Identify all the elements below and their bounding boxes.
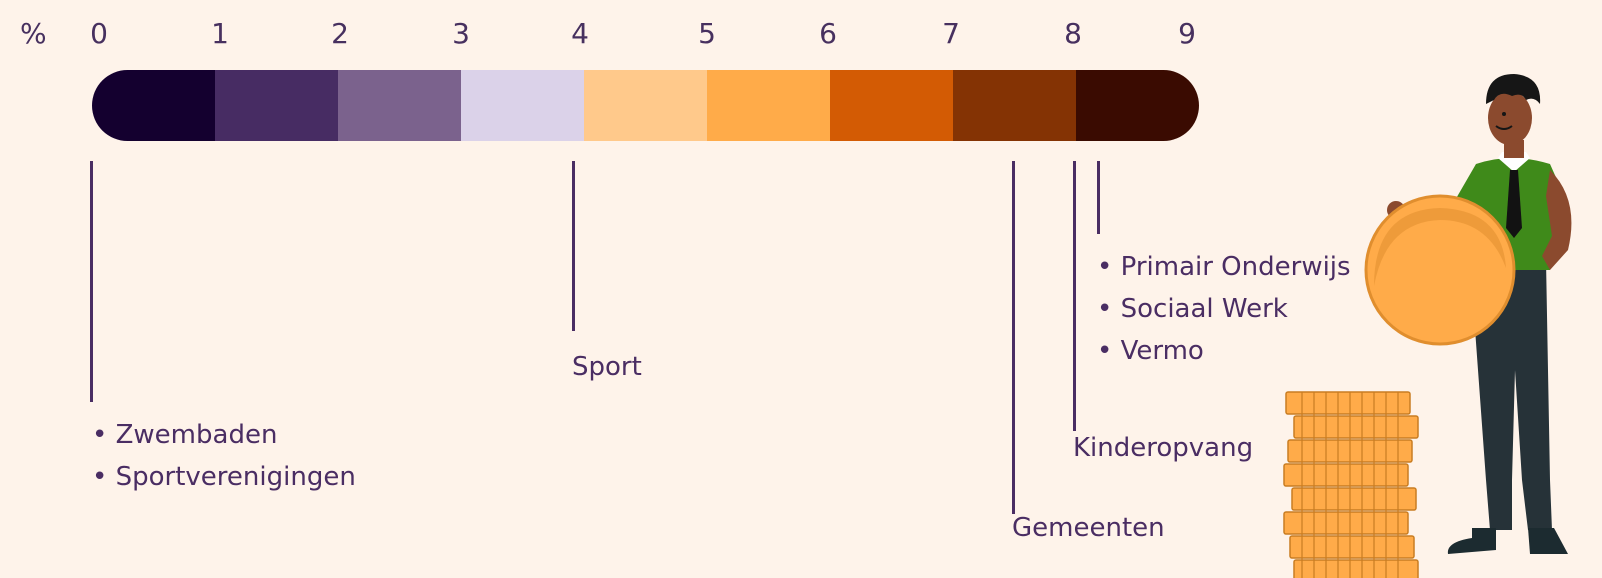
tick-label-7: 7 [942,17,960,50]
sector-item-primair-onderwijs: Primair Onderwijs [1097,246,1351,288]
sector-label-kinderopvang: Kinderopvang [1073,433,1254,463]
tick-label-2: 2 [331,17,349,50]
scale-band-5-6 [707,70,833,141]
tick-label-0: 0 [90,17,108,50]
scale-band-7-8 [953,70,1079,141]
scale-band-1-2 [215,70,341,141]
sector-label-sport: Sport [572,352,642,382]
person-with-coin-illustration [1283,74,1572,578]
sector-label-gemeenten: Gemeenten [1012,513,1165,543]
sector-list-right: Primair Onderwijs Sociaal Werk Vermo [1097,246,1351,372]
coin-stack-icon [1283,391,1419,578]
scale-band-0-1 [92,70,218,141]
sector-list-left: Zwembaden Sportverenigingen [92,414,356,498]
color-scale-bar [92,70,1199,141]
scale-band-3-4 [461,70,587,141]
leader-line-zwembaden [90,161,93,402]
person-icon [1364,74,1572,554]
leader-line-sport [572,161,575,331]
scale-band-6-7 [830,70,956,141]
sector-item-sportverenigingen: Sportverenigingen [92,456,356,498]
sector-item-zwembaden: Zwembaden [92,414,356,456]
scale-unit-label: % [20,17,47,50]
sector-item-sociaal-werk: Sociaal Werk [1097,288,1351,330]
tick-label-6: 6 [819,17,837,50]
tick-label-5: 5 [698,17,716,50]
tick-label-9: 9 [1178,17,1196,50]
scale-band-8-9 [1076,70,1199,141]
tick-label-1: 1 [211,17,229,50]
scale-band-4-5 [584,70,710,141]
sector-item-vermo: Vermo [1097,330,1351,372]
scale-band-2-3 [338,70,464,141]
tick-label-8: 8 [1064,17,1082,50]
leader-line-gemeenten [1012,161,1015,514]
leader-line-onderwijs [1097,161,1100,234]
leader-line-kinderopvang [1073,161,1076,431]
tick-label-3: 3 [452,17,470,50]
tick-label-4: 4 [571,17,589,50]
